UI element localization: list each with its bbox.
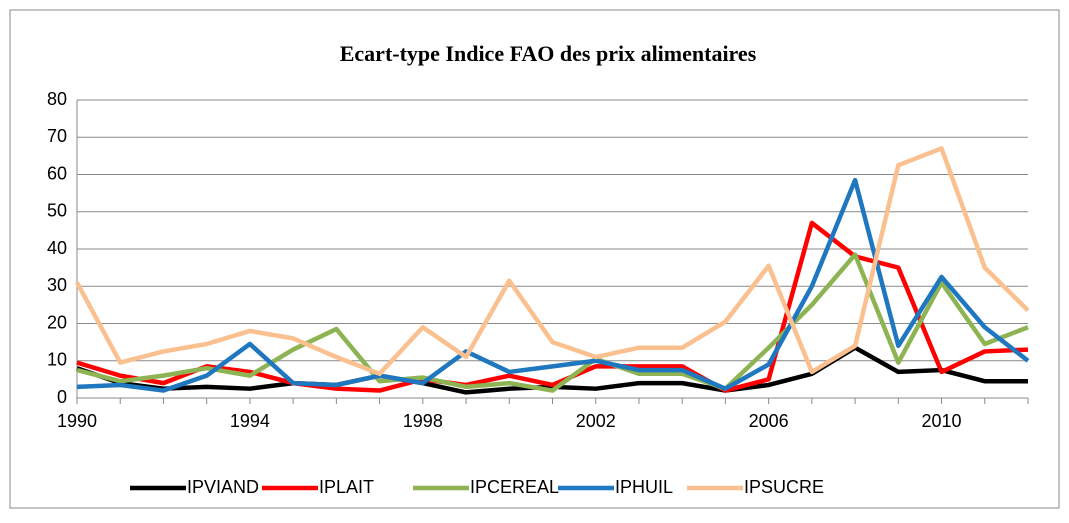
chart-title: Ecart-type Indice FAO des prix alimentai… xyxy=(340,41,757,66)
y-tick-label: 70 xyxy=(47,126,67,146)
y-tick-label: 40 xyxy=(47,238,67,258)
legend-label: IPSUCRE xyxy=(744,477,824,497)
x-tick-label: 2010 xyxy=(922,411,962,431)
y-tick-label: 80 xyxy=(47,89,67,109)
chart-frame xyxy=(9,9,1060,509)
y-tick-label: 60 xyxy=(47,163,67,183)
legend-label: IPVIAND xyxy=(187,477,259,497)
series-line xyxy=(75,146,1030,377)
x-tick-label: 1994 xyxy=(230,411,270,431)
x-tick-label: 1998 xyxy=(403,411,443,431)
legend-label: IPLAIT xyxy=(319,477,374,497)
y-tick-label: 20 xyxy=(47,312,67,332)
series-line xyxy=(76,177,1030,393)
legend-label: IPCEREAL xyxy=(470,477,559,497)
x-tick-label: 1990 xyxy=(57,411,97,431)
series-line xyxy=(76,220,1029,393)
x-tick-label: 2006 xyxy=(749,411,789,431)
y-tick-label: 50 xyxy=(47,201,67,221)
x-tick-label: 2002 xyxy=(576,411,616,431)
y-tick-label: 30 xyxy=(47,275,67,295)
y-tick-label: 10 xyxy=(47,350,67,370)
y-tick-label: 0 xyxy=(57,387,67,407)
legend-label: IPHUIL xyxy=(615,477,673,497)
